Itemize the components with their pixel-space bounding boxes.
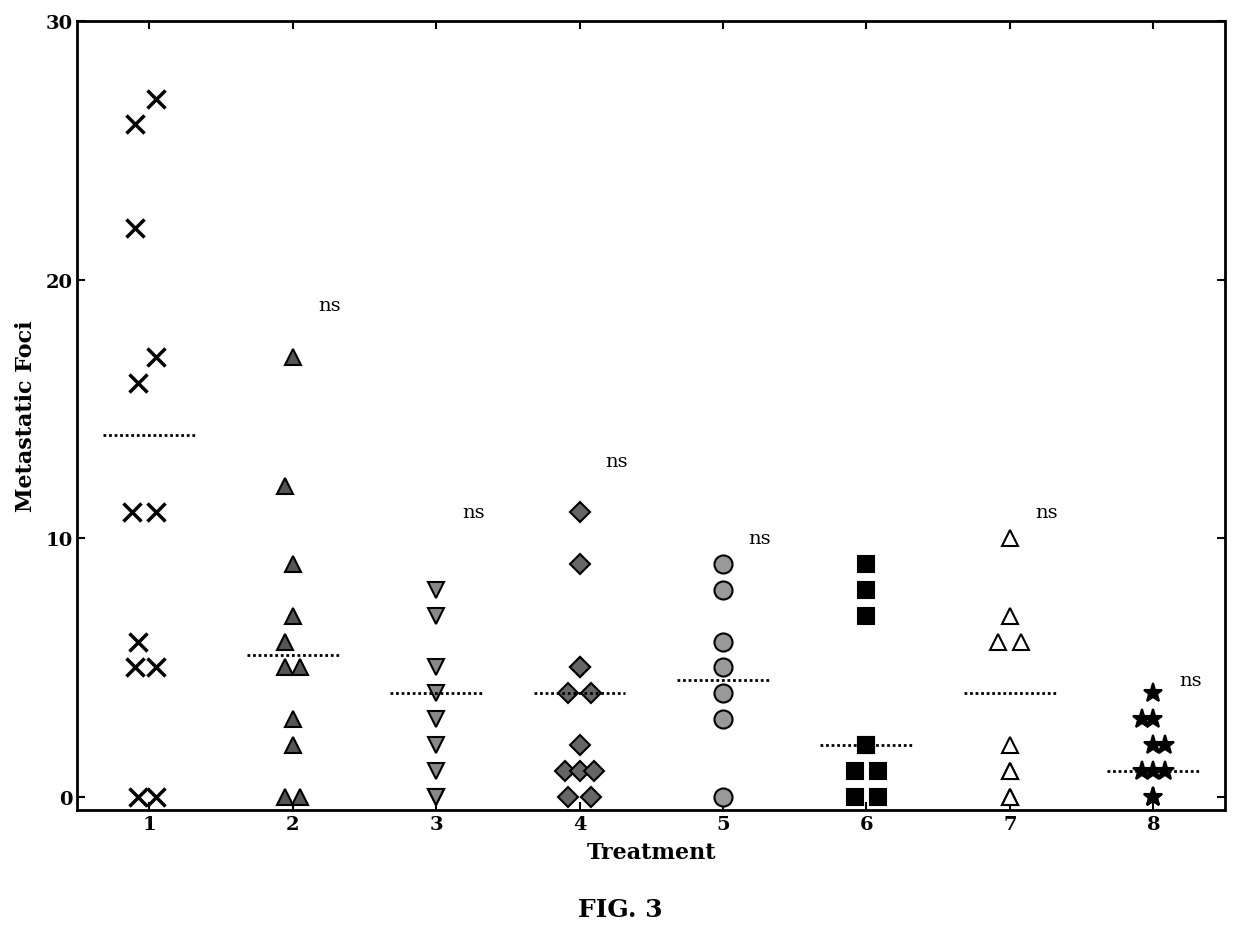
Text: ns: ns [749,530,771,548]
Y-axis label: Metastatic Foci: Metastatic Foci [15,320,37,512]
Text: FIG. 3: FIG. 3 [578,897,662,920]
Text: ns: ns [1035,504,1058,522]
Text: ns: ns [1179,672,1202,690]
Text: ns: ns [605,452,627,470]
Text: ns: ns [319,297,341,315]
X-axis label: Treatment: Treatment [587,841,715,863]
Text: ns: ns [461,504,485,522]
